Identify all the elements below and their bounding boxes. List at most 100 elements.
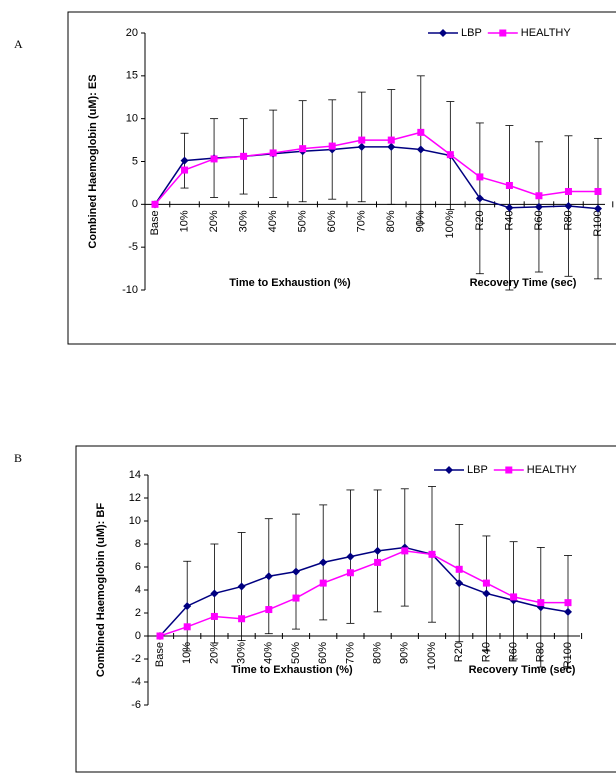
marker-square	[358, 136, 366, 144]
marker-square	[319, 579, 327, 587]
chart: B -6 -4 -2 0 2 4 6 8 10 12 14 Combined Haemoglobin (…	[14, 445, 616, 773]
y-axis-label: Combined Haemoglobin (uM): ES	[87, 74, 99, 248]
chart-frame	[67, 11, 616, 345]
x-group-label: Recovery Time (sec)	[469, 664, 576, 676]
y-tick-label: 15	[126, 70, 138, 82]
marker-square	[181, 166, 189, 174]
marker-square	[328, 142, 336, 150]
x-tick-label: R40	[480, 642, 492, 662]
marker-square	[564, 599, 572, 607]
chart-frame	[75, 445, 616, 773]
marker-square	[537, 599, 545, 607]
marker-diamond	[455, 579, 464, 588]
marker-square	[417, 128, 425, 136]
marker-square	[240, 152, 248, 160]
marker-square	[156, 632, 164, 640]
y-tick-label: -5	[128, 241, 138, 253]
y-tick-label: 2	[135, 607, 141, 619]
x-tick-label: 40%	[263, 642, 275, 664]
x-group-label: Time to Exhaustion (%)	[229, 277, 351, 289]
marker-square	[505, 466, 513, 474]
x-tick-label: 80%	[385, 210, 397, 232]
marker-square	[292, 594, 300, 602]
x-tick-label: 60%	[326, 210, 338, 232]
x-tick-label: R20	[453, 642, 465, 662]
marker-square	[535, 192, 543, 200]
marker-square	[265, 606, 273, 614]
marker-diamond	[564, 607, 572, 616]
x-tick-label: 90%	[399, 642, 411, 664]
series-line	[154, 131, 598, 205]
marker-diamond	[387, 142, 396, 151]
marker-square	[401, 547, 409, 555]
marker-square	[499, 29, 507, 37]
y-tick-label: 10	[129, 515, 141, 527]
marker-square	[387, 136, 395, 144]
x-tick-label: 30%	[236, 642, 248, 664]
legend-label: HEALTHY	[527, 464, 578, 476]
marker-diamond	[439, 29, 447, 37]
marker-diamond	[416, 145, 425, 154]
x-tick-label: 40%	[267, 210, 279, 232]
marker-diamond	[357, 142, 366, 151]
marker-square	[269, 149, 277, 157]
y-tick-label: 0	[135, 630, 141, 642]
x-tick-label: 20%	[208, 210, 220, 232]
marker-square	[183, 623, 191, 631]
x-tick-label: 100%	[426, 642, 438, 670]
x-tick-label: 70%	[356, 210, 368, 232]
marker-diamond	[180, 156, 189, 165]
x-group-label: Recovery Time (sec)	[470, 277, 577, 289]
x-tick-label: 30%	[238, 210, 250, 232]
series-line	[159, 550, 568, 637]
marker-diamond	[564, 202, 573, 211]
marker-square	[210, 612, 218, 620]
chart: A -10 -5 0 5 10 15 20 Combined Haemoglobin (uM):…	[14, 11, 616, 345]
y-tick-label: 0	[132, 198, 138, 210]
legend-item: HEALTHY	[493, 464, 578, 476]
legend-label: HEALTHY	[521, 27, 572, 39]
marker-square	[374, 558, 382, 566]
y-tick-label: 5	[132, 155, 138, 167]
y-tick-label: 12	[129, 492, 141, 504]
marker-diamond	[445, 466, 453, 474]
x-tick-label: 20%	[208, 642, 220, 664]
y-tick-label: 20	[126, 27, 138, 39]
marker-square	[428, 550, 436, 558]
legend-item: LBP	[434, 464, 488, 476]
marker-diamond	[594, 204, 602, 213]
marker-square	[238, 615, 246, 623]
y-tick-label: 10	[126, 113, 138, 125]
legend-item: HEALTHY	[487, 27, 572, 39]
marker-diamond	[319, 558, 328, 567]
marker-square	[346, 569, 354, 577]
x-tick-label: 100%	[444, 210, 456, 238]
y-tick-label: 14	[129, 469, 141, 481]
marker-diamond	[264, 572, 273, 581]
legend-label: LBP	[461, 27, 482, 39]
marker-diamond	[505, 203, 514, 212]
y-tick-label: -10	[122, 284, 138, 296]
x-tick-label: 50%	[290, 642, 302, 664]
marker-diamond	[482, 589, 491, 598]
x-tick-label: 60%	[317, 642, 329, 664]
x-tick-label: Base	[149, 210, 161, 235]
marker-square	[210, 155, 218, 163]
marker-square	[455, 565, 463, 573]
marker-diamond	[183, 602, 192, 611]
x-tick-label: 10%	[181, 642, 193, 664]
y-tick-label: -2	[131, 653, 141, 665]
marker-diamond	[475, 194, 484, 203]
x-tick-label: 10%	[178, 210, 190, 232]
legend-label: LBP	[467, 464, 488, 476]
marker-square	[299, 145, 307, 153]
marker-diamond	[237, 582, 246, 591]
x-tick-label: 50%	[297, 210, 309, 232]
y-tick-label: 8	[135, 538, 141, 550]
panel-label: B	[14, 451, 22, 465]
marker-square	[151, 200, 159, 208]
y-axis-label: Combined Haemoglobin (uM): BF	[95, 503, 107, 677]
marker-diamond	[534, 202, 543, 211]
marker-diamond	[210, 589, 219, 598]
